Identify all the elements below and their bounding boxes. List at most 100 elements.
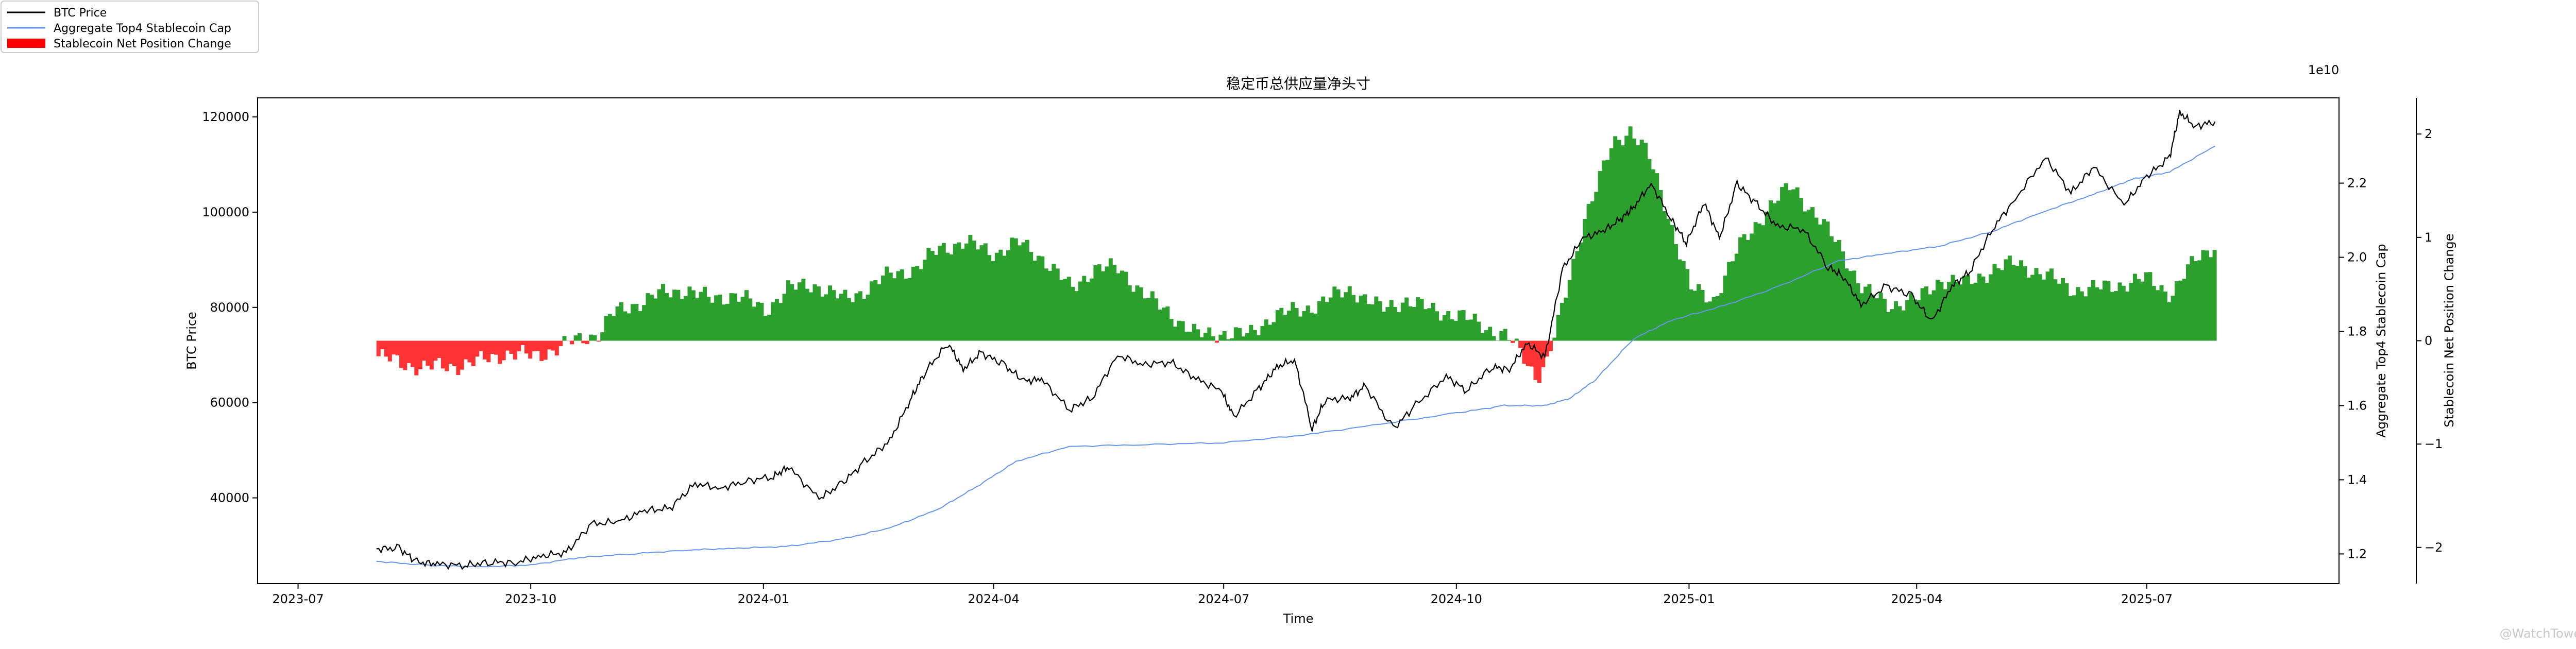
bar-positive <box>718 294 722 341</box>
bar-positive <box>1226 339 1231 341</box>
bar-negative <box>1526 340 1530 366</box>
bar-positive <box>1848 271 1853 341</box>
bar-positive <box>1002 255 1007 341</box>
bar-positive <box>1697 284 1701 341</box>
bar-positive <box>1965 275 1970 341</box>
bar-positive <box>915 266 920 341</box>
bar-positive <box>1435 311 1439 341</box>
bar-negative <box>1549 340 1553 351</box>
bar-positive <box>1658 190 1663 341</box>
y-far-tick-label: 0 <box>2425 334 2432 348</box>
bar-negative <box>418 340 422 369</box>
bar-positive <box>710 302 715 341</box>
bar-positive <box>691 290 696 341</box>
bar-positive <box>1981 276 1986 341</box>
bar-positive <box>1685 269 1690 341</box>
bar-positive <box>1158 310 1162 341</box>
y-left-tick-label: 40000 <box>210 491 249 505</box>
bar-positive <box>1890 309 1894 341</box>
bar-positive <box>2144 272 2148 341</box>
bar-positive <box>1499 331 1504 341</box>
bar-negative <box>554 340 559 356</box>
bar-positive <box>1143 298 1147 341</box>
bar-positive <box>1636 145 1640 341</box>
bar-positive <box>1055 268 1060 341</box>
bar-positive <box>1617 140 1621 341</box>
bar-positive <box>1112 265 1117 341</box>
bar-positive <box>1761 225 1766 341</box>
bar-positive <box>1917 300 1921 341</box>
bar-positive <box>1795 187 1800 341</box>
bar-positive <box>968 234 973 341</box>
bar-positive <box>1363 294 1367 341</box>
bar-positive <box>1127 285 1132 341</box>
bar-positive <box>2151 286 2156 341</box>
bar-positive <box>615 306 620 341</box>
bar-positive <box>1332 286 1337 341</box>
bar-positive <box>1458 310 1462 341</box>
bar-positive <box>1010 237 1014 341</box>
bar-positive <box>1810 207 1815 341</box>
x-tick-label: 2023-10 <box>505 592 556 606</box>
bar-positive <box>1859 293 1864 341</box>
bar-positive <box>2193 261 2198 341</box>
bar-negative <box>528 340 533 359</box>
bar-positive <box>1090 278 1094 341</box>
bar-positive <box>1097 264 1101 341</box>
bar-negative <box>406 340 411 363</box>
bar-positive <box>771 302 775 341</box>
bar-positive <box>2083 296 2088 341</box>
bar-negative <box>392 340 396 355</box>
bar-positive <box>1245 333 1249 341</box>
bar-positive <box>1018 245 1022 341</box>
bar-positive <box>1351 295 1356 341</box>
bar-positive <box>888 272 893 341</box>
bar-positive <box>1583 219 1587 341</box>
bar-positive <box>1374 296 1379 341</box>
bar-positive <box>619 302 623 341</box>
bar-positive <box>1272 322 1276 341</box>
chart-title: 稳定币总供应量净头寸 <box>1226 75 1370 92</box>
y-far-tick-label: 1 <box>2425 230 2432 245</box>
net-position-bars <box>376 126 2217 383</box>
bar-positive <box>793 289 798 341</box>
bar-positive <box>1294 308 1299 341</box>
bar-positive <box>725 303 730 341</box>
bar-positive <box>1825 221 1830 341</box>
bar-positive <box>866 295 870 341</box>
bar-positive <box>1677 259 1682 341</box>
bar-positive <box>1920 288 1925 341</box>
bar-positive <box>1575 251 1580 341</box>
bar-positive <box>626 313 631 341</box>
bar-negative <box>422 340 427 361</box>
bar-positive <box>1882 298 1887 341</box>
bar-positive <box>2132 274 2137 341</box>
bar-positive <box>2049 268 2054 341</box>
bar-positive <box>862 299 867 341</box>
bar-positive <box>1192 323 1196 341</box>
bar-negative <box>581 340 586 344</box>
bar-positive <box>1313 313 1318 341</box>
bar-positive <box>1340 297 1344 341</box>
bar-negative <box>440 340 445 369</box>
bar-negative <box>460 340 464 370</box>
bar-positive <box>1947 281 1952 341</box>
bar-positive <box>1066 277 1071 341</box>
bar-positive <box>1780 187 1785 341</box>
bar-positive <box>653 298 658 341</box>
bar-positive <box>1731 261 1735 341</box>
bar-positive <box>1905 300 1910 341</box>
bar-positive <box>1901 310 1906 341</box>
bar-negative <box>1215 340 1219 343</box>
bar-negative <box>536 340 540 351</box>
bar-positive <box>1492 336 1496 341</box>
bar-negative <box>585 340 589 345</box>
bar-positive <box>1863 286 1868 341</box>
bar-positive <box>1124 271 1128 341</box>
bar-positive <box>634 304 639 341</box>
bar-negative <box>456 340 461 375</box>
bar-positive <box>1397 312 1401 341</box>
bar-negative <box>471 340 476 366</box>
bar-positive <box>1681 261 1686 341</box>
bar-positive <box>778 303 783 341</box>
